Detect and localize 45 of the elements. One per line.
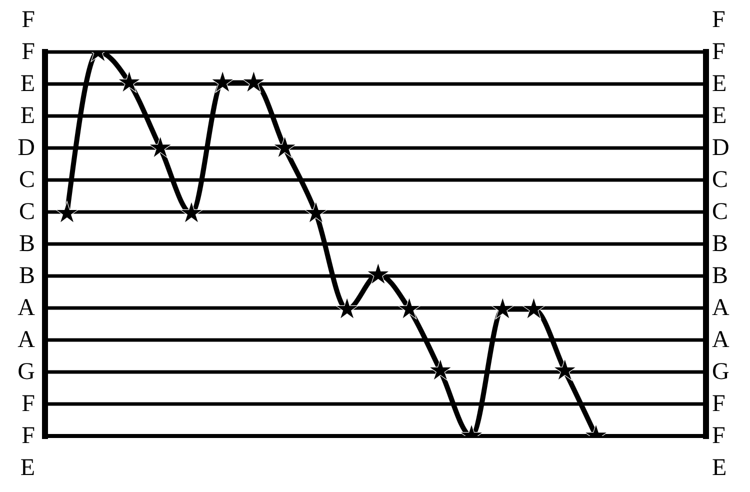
text: F bbox=[20, 422, 35, 450]
text: E bbox=[712, 70, 728, 98]
text: F bbox=[712, 422, 726, 450]
point bbox=[522, 296, 546, 320]
text: B bbox=[712, 262, 730, 290]
text: A bbox=[16, 326, 35, 354]
text: C bbox=[18, 198, 35, 226]
point bbox=[242, 70, 266, 93]
text: E bbox=[19, 102, 35, 130]
point bbox=[335, 296, 359, 320]
point bbox=[428, 358, 452, 381]
text: E bbox=[19, 454, 35, 482]
text: C bbox=[712, 198, 730, 226]
point bbox=[304, 200, 328, 224]
text: F bbox=[20, 390, 35, 418]
text: F bbox=[712, 6, 726, 34]
text: A bbox=[712, 326, 730, 354]
point bbox=[490, 296, 514, 320]
point bbox=[398, 296, 422, 320]
text: E bbox=[712, 102, 728, 130]
text: A bbox=[712, 294, 730, 322]
text: D bbox=[712, 134, 730, 162]
text: B bbox=[18, 230, 35, 258]
text: E bbox=[712, 454, 728, 482]
text: B bbox=[18, 262, 35, 290]
text: B bbox=[712, 230, 730, 258]
text: C bbox=[18, 166, 35, 194]
text: G bbox=[16, 358, 35, 386]
text: F bbox=[20, 38, 35, 66]
point bbox=[210, 70, 234, 93]
point bbox=[553, 358, 577, 381]
text: E bbox=[19, 70, 35, 98]
text: C bbox=[712, 166, 730, 194]
text: G bbox=[712, 358, 730, 386]
point bbox=[180, 200, 204, 224]
text: F bbox=[712, 38, 726, 66]
point bbox=[148, 136, 172, 158]
point bbox=[273, 136, 297, 158]
text: D bbox=[16, 134, 35, 162]
point bbox=[55, 200, 79, 224]
point bbox=[118, 70, 141, 93]
point bbox=[366, 262, 390, 285]
text: F bbox=[20, 6, 35, 34]
text: F bbox=[712, 390, 726, 418]
text: A bbox=[16, 294, 35, 322]
